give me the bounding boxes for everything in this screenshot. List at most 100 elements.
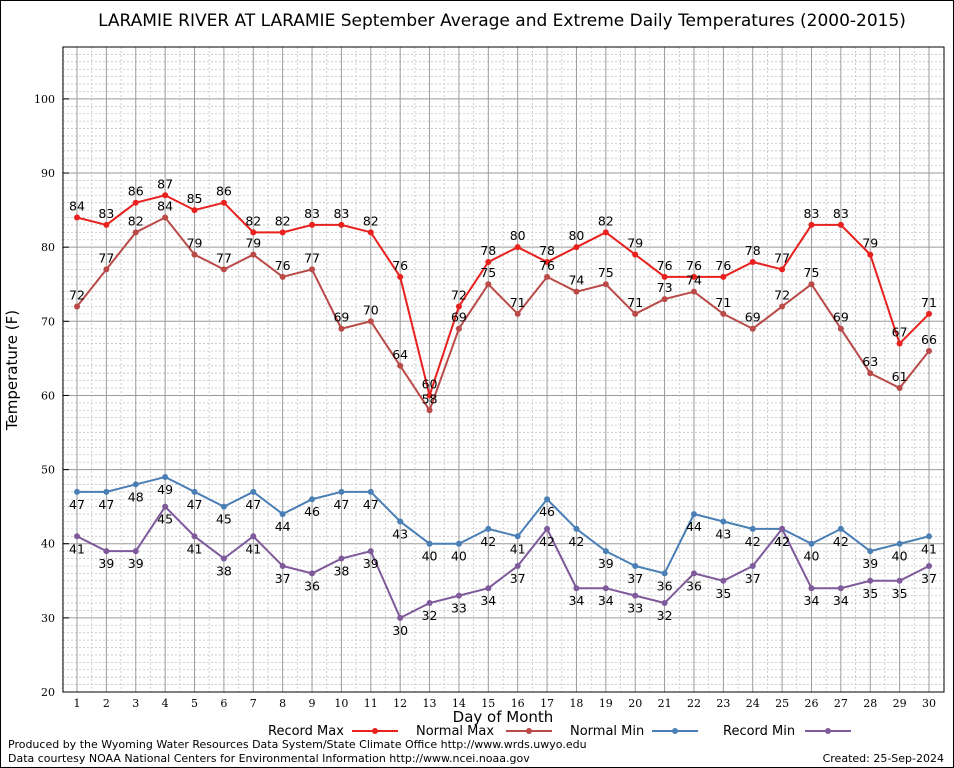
- x-tick-label: 18: [569, 697, 583, 710]
- normal-min-value-label: 49: [157, 482, 173, 497]
- y-tick-label: 80: [41, 241, 55, 254]
- normal-min-value-label: 46: [539, 504, 555, 519]
- normal-min-point: [279, 511, 286, 518]
- record-max-value-label: 87: [157, 176, 173, 191]
- record-max-point: [162, 192, 169, 199]
- normal-min-value-label: 43: [392, 526, 408, 541]
- record-max-point: [338, 221, 345, 228]
- x-tick-label: 16: [511, 697, 525, 710]
- record-max-value-label: 83: [304, 206, 320, 221]
- normal-min-point: [690, 511, 697, 518]
- normal-min-value-label: 47: [363, 497, 379, 512]
- record-min-point: [690, 570, 697, 577]
- normal-min-value-label: 42: [480, 534, 496, 549]
- record-min-value-label: 38: [333, 564, 349, 579]
- y-tick-label: 70: [41, 315, 55, 328]
- record-min-point: [485, 585, 492, 592]
- record-min-value-label: 45: [157, 512, 173, 527]
- record-min-value-label: 37: [745, 571, 761, 586]
- y-tick-label: 40: [41, 538, 55, 551]
- record-max-value-label: 80: [510, 228, 526, 243]
- x-tick-label: 19: [599, 697, 613, 710]
- normal-min-legend-label: Normal Min: [570, 724, 644, 739]
- record-max-point: [426, 392, 433, 399]
- x-tick-label: 8: [279, 697, 286, 710]
- x-tick-label: 12: [393, 697, 407, 710]
- normal-max-value-label: 71: [510, 295, 526, 310]
- x-tick-label: 23: [716, 697, 730, 710]
- x-tick-label: 1: [74, 697, 81, 710]
- record-min-point: [779, 525, 786, 532]
- normal-min-point: [749, 525, 756, 532]
- record-max-line: [76, 194, 930, 400]
- normal-min-value-label: 41: [921, 541, 937, 556]
- normal-max-value-label: 75: [480, 265, 496, 280]
- normal-max-point: [220, 266, 227, 273]
- x-tick-label: 24: [746, 697, 760, 710]
- normal-max-point: [309, 266, 316, 273]
- normal-max-point: [926, 347, 932, 354]
- record-min-point: [808, 585, 815, 592]
- record-max-point: [309, 221, 316, 228]
- normal-min-point: [926, 533, 932, 540]
- record-max-value-label: 86: [216, 184, 232, 199]
- normal-min-legend-marker: [672, 728, 678, 734]
- x-tick-label: 29: [893, 697, 907, 710]
- record-max-value-label: 83: [333, 206, 349, 221]
- credit-line-2: Data courtesy NOAA National Centers for …: [8, 752, 530, 765]
- x-tick-label: 10: [334, 697, 348, 710]
- normal-min-value-label: 47: [187, 497, 203, 512]
- normal-min-value-label: 42: [745, 534, 761, 549]
- normal-max-point: [367, 318, 374, 325]
- record-max-point: [602, 229, 609, 236]
- record-min-point: [132, 548, 139, 555]
- normal-min-point: [220, 503, 227, 510]
- normal-max-value-label: 63: [862, 354, 878, 369]
- record-max-point: [720, 273, 727, 280]
- normal-max-point: [661, 296, 668, 303]
- normal-max-value-label: 76: [275, 258, 291, 273]
- normal-max-point: [338, 325, 345, 332]
- normal-min-value-label: 45: [216, 512, 232, 527]
- normal-max-point: [250, 251, 257, 258]
- x-tick-label: 5: [191, 697, 198, 710]
- normal-max-point: [720, 310, 727, 317]
- x-tick-label: 30: [922, 697, 936, 710]
- record-min-point: [338, 555, 345, 562]
- record-max-value-label: 76: [715, 258, 731, 273]
- record-max-point: [896, 340, 903, 347]
- record-min-value-label: 38: [216, 564, 232, 579]
- normal-min-point: [720, 518, 727, 525]
- record-min-value-label: 42: [539, 534, 555, 549]
- normal-max-value-label: 74: [568, 273, 584, 288]
- record-min-point: [632, 592, 639, 599]
- normal-max-line: [76, 216, 930, 413]
- record-min-value-label: 36: [686, 578, 702, 593]
- record-max-value-label: 83: [804, 206, 820, 221]
- normal-max-value-label: 72: [69, 287, 85, 302]
- normal-min-point: [397, 518, 404, 525]
- record-min-value-label: 41: [245, 541, 261, 556]
- normal-max-point: [779, 303, 786, 310]
- record-max-value-label: 78: [480, 243, 496, 258]
- normal-max-value-label: 69: [333, 310, 349, 325]
- record-max-value-label: 85: [187, 191, 203, 206]
- record-min-point: [896, 577, 903, 584]
- normal-max-value-label: 77: [98, 250, 114, 265]
- record-min-value-label: 41: [187, 541, 203, 556]
- normal-max-legend-label: Normal Max: [416, 724, 494, 739]
- normal-min-point: [455, 540, 462, 547]
- normal-min-point: [514, 533, 521, 540]
- record-min-value-label: 34: [833, 593, 849, 608]
- normal-min-value-label: 43: [715, 526, 731, 541]
- normal-max-point: [191, 251, 198, 258]
- record-max-point: [220, 199, 227, 206]
- normal-max-value-label: 69: [451, 310, 467, 325]
- normal-max-legend-marker: [526, 728, 532, 734]
- normal-min-value-label: 47: [245, 497, 261, 512]
- record-min-point: [926, 562, 932, 569]
- x-tick-label: 17: [540, 697, 554, 710]
- normal-min-point: [867, 548, 874, 555]
- normal-min-point: [338, 488, 345, 495]
